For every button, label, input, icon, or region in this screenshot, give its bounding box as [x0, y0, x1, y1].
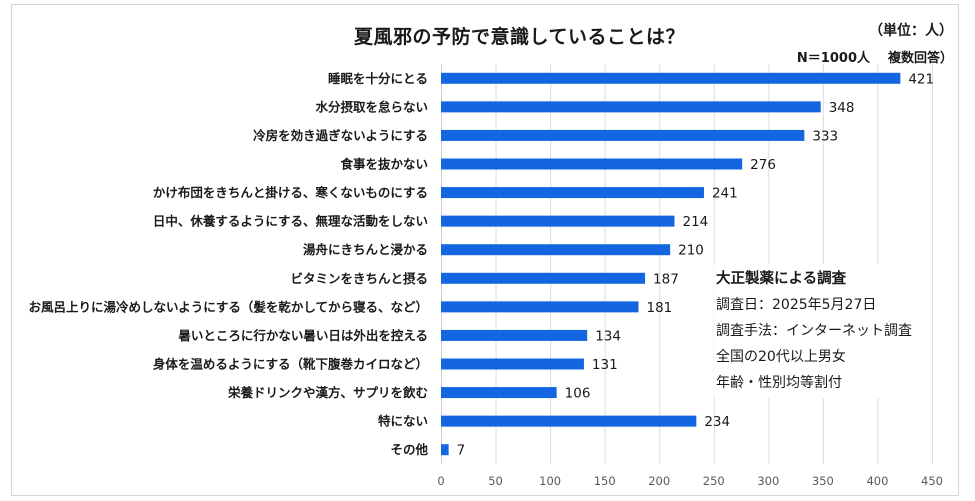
bar	[441, 329, 588, 341]
value-label: 181	[646, 300, 672, 316]
x-axis-ticks: 0 50 100 150 200 250 300 350 400 450	[437, 474, 943, 488]
value-label: 106	[565, 386, 591, 402]
x-tick-label: 100	[539, 474, 561, 488]
category-label: ビタミンをきちんと摂る	[290, 271, 428, 286]
chart-title: 夏風邪の予防で意識していることは？	[0, 22, 975, 49]
value-label: 134	[595, 328, 621, 344]
category-label: お風呂上りに湯冷めしないようにする（髪を乾かしてから寝る、など）	[28, 299, 428, 314]
bar	[441, 215, 675, 227]
x-tick-label: 250	[703, 474, 725, 488]
value-label: 187	[653, 271, 679, 287]
survey-method: 調査手法：インターネット調査	[716, 323, 912, 339]
category-label: かけ布団をきちんと掛ける、寒くないものにする	[153, 185, 428, 200]
bar	[441, 187, 704, 199]
x-tick-label: 200	[648, 474, 670, 488]
bar	[441, 158, 743, 170]
answer-type-label: 複数回答）	[887, 51, 953, 66]
category-label: 水分摂取を怠らない	[315, 99, 428, 114]
bar	[441, 129, 805, 141]
value-label: 234	[704, 414, 730, 430]
bar	[441, 301, 639, 313]
category-label: 睡眠を十分にとる	[328, 71, 428, 86]
bar	[441, 272, 646, 284]
value-label: 421	[908, 71, 934, 87]
survey-allocation: 年齢・性別均等割付	[716, 375, 842, 391]
category-label: 日中、休養するようにする、無理な活動をしない	[153, 214, 428, 229]
x-tick-label: 400	[866, 474, 888, 488]
value-label: 348	[829, 100, 855, 116]
sample-info: N＝1000人 複数回答）	[797, 47, 953, 66]
survey-note-heading: 大正製薬による調査	[716, 271, 847, 287]
category-label: 暑いところに行かない暑い日は外出を控える	[177, 328, 428, 343]
survey-date: 調査日：2025年5月27日	[716, 297, 877, 313]
bar	[441, 244, 671, 256]
value-label: 333	[812, 128, 838, 144]
category-labels: 睡眠を十分にとる水分摂取を怠らない冷房を効き過ぎないようにする食事を抜かないかけ…	[28, 71, 428, 457]
category-label: 特にない	[378, 414, 428, 429]
bar	[441, 387, 557, 399]
survey-note: 大正製薬による調査 調査日：2025年5月27日 調査手法：インターネット調査 …	[714, 264, 918, 398]
value-label: 131	[592, 357, 618, 373]
sample-size-label: N＝1000人	[796, 51, 870, 66]
x-tick-label: 350	[812, 474, 834, 488]
category-label: その他	[390, 442, 428, 457]
bar	[441, 101, 821, 113]
category-label: 冷房を効き過ぎないようにする	[253, 128, 428, 143]
x-tick-label: 150	[594, 474, 616, 488]
chart-title-text: 夏風邪の予防で意識していることは？	[354, 26, 685, 48]
bar	[441, 415, 697, 427]
bar	[441, 358, 584, 370]
value-label: 7	[457, 443, 466, 459]
category-label: 栄養ドリンクや漢方、サプリを飲む	[227, 385, 428, 400]
x-tick-label: 0	[437, 474, 444, 488]
value-label: 214	[682, 214, 708, 230]
survey-population: 全国の20代以上男女	[716, 349, 846, 365]
x-tick-label: 50	[488, 474, 503, 488]
value-label: 276	[750, 157, 776, 173]
category-label: 湯舟にきちんと浸かる	[303, 242, 428, 257]
x-tick-label: 450	[921, 474, 943, 488]
bars	[441, 72, 901, 456]
bar	[441, 444, 449, 456]
category-label: 身体を温めるようにする（靴下腹巻カイロなど）	[153, 357, 428, 372]
bar	[441, 72, 901, 84]
category-label: 食事を抜かない	[339, 157, 428, 172]
unit-label: （単位：人）	[869, 23, 953, 39]
value-label: 241	[712, 186, 738, 202]
value-label: 210	[678, 243, 704, 259]
x-tick-label: 300	[757, 474, 779, 488]
